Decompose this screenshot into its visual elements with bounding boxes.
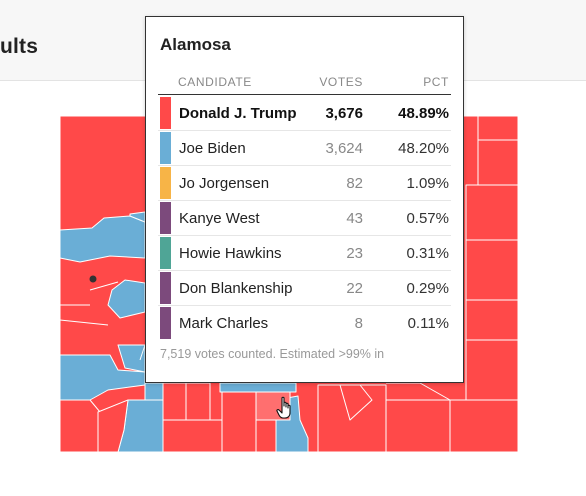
county-w-boundary: [59, 281, 146, 361]
county-east-3[interactable]: [465, 184, 519, 241]
table-row: Howie Hawkins 23 0.31%: [158, 236, 451, 271]
county-east-5[interactable]: [465, 299, 519, 341]
candidate-votes: 43: [346, 210, 363, 227]
candidate-pct: 1.09%: [406, 175, 449, 192]
county-sw-red-1[interactable]: [59, 399, 101, 453]
county-east-1[interactable]: [477, 115, 519, 141]
party-color-swatch: [160, 272, 171, 304]
county-name: Alamosa: [160, 35, 231, 54]
table-row: Joe Biden 3,624 48.20%: [158, 131, 451, 166]
candidate-name: Joe Biden: [179, 140, 246, 157]
candidate-votes: 3,676: [325, 105, 363, 122]
candidate-name: Mark Charles: [179, 315, 269, 332]
candidate-votes: 23: [346, 245, 363, 262]
county-s-red-5[interactable]: [255, 419, 277, 453]
party-color-swatch: [160, 167, 171, 199]
candidate-pct: 0.57%: [406, 210, 449, 227]
candidate-name: Jo Jorgensen: [179, 175, 270, 192]
header-pct: PCT: [423, 75, 449, 89]
county-s-red-1[interactable]: [162, 382, 187, 421]
header-votes: VOTES: [319, 75, 363, 89]
table-row: Don Blankenship 22 0.29%: [158, 271, 451, 306]
candidate-name: Donald J. Trump: [179, 105, 297, 122]
county-sw-red-2[interactable]: [97, 399, 129, 453]
table-row: Jo Jorgensen 82 1.09%: [158, 166, 451, 201]
candidate-votes: 3,624: [325, 140, 363, 157]
candidate-name: Kanye West: [179, 210, 260, 227]
county-southeast-2[interactable]: [449, 399, 519, 453]
party-color-swatch: [160, 132, 171, 164]
candidate-pct: 48.89%: [398, 105, 449, 122]
party-color-swatch: [160, 202, 171, 234]
county-east-4[interactable]: [465, 239, 519, 301]
page-title: ults: [0, 35, 39, 58]
candidate-pct: 0.29%: [406, 280, 449, 297]
county-sw-blue-2[interactable]: [144, 382, 164, 401]
candidate-pct: 48.20%: [398, 140, 449, 157]
county-s-red-3[interactable]: [162, 419, 223, 453]
hand-cursor-icon: [276, 396, 294, 425]
county-results-tooltip: Alamosa CANDIDATE VOTES PCT Donald J. Tr…: [145, 16, 464, 383]
results-table-header: CANDIDATE VOTES PCT: [158, 74, 451, 95]
candidate-name: Don Blankenship: [179, 280, 293, 297]
county-s-red-2[interactable]: [185, 382, 211, 421]
header-candidate: CANDIDATE: [178, 75, 252, 89]
candidate-votes: 82: [346, 175, 363, 192]
party-color-swatch: [160, 307, 171, 339]
county-east-6[interactable]: [465, 339, 519, 401]
candidate-votes: 22: [346, 280, 363, 297]
county-sc-blue-2[interactable]: [219, 382, 297, 393]
candidate-votes: 8: [354, 315, 363, 332]
party-color-swatch: [160, 237, 171, 269]
county-mid-boundary: [317, 382, 451, 401]
city-marker-dot: [89, 275, 97, 283]
candidate-name: Howie Hawkins: [179, 245, 282, 262]
county-east-2[interactable]: [477, 139, 519, 186]
county-s-red-4[interactable]: [221, 391, 257, 453]
candidate-pct: 0.31%: [406, 245, 449, 262]
party-color-swatch: [160, 97, 171, 129]
table-row: Mark Charles 8 0.11%: [158, 306, 451, 340]
candidate-pct: 0.11%: [407, 315, 449, 332]
table-row: Donald J. Trump 3,676 48.89%: [158, 96, 451, 131]
county-south-mid2[interactable]: [339, 384, 373, 421]
votes-counted-footer: 7,519 votes counted. Estimated >99% in: [160, 347, 385, 361]
county-southeast-1[interactable]: [385, 399, 451, 453]
table-row: Kanye West 43 0.57%: [158, 201, 451, 236]
results-table: Donald J. Trump 3,676 48.89% Joe Biden 3…: [158, 96, 451, 340]
